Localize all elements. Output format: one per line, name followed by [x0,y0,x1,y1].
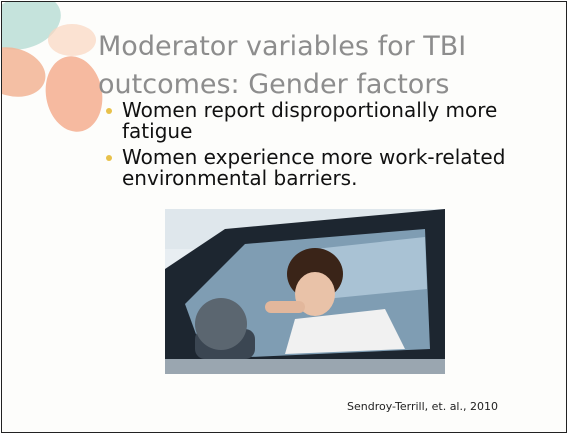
bullet-list: Women report disproportionally more fati… [100,100,540,194]
bullet-text: Women report disproportionally more fati… [122,98,498,143]
bullet-dot [106,155,112,161]
bullet-dot [106,108,112,114]
bullet-item: Women experience more work-related envir… [100,147,540,189]
citation: Sendroy-Terrill, et. al., 2010 [347,400,498,413]
petal-decoration [2,2,103,132]
bullet-text: Women experience more work-related envir… [122,145,506,190]
photo [165,209,445,374]
slide-title: Moderator variables for TBI outcomes: Ge… [98,31,467,100]
bullet-item: Women report disproportionally more fati… [100,100,540,142]
